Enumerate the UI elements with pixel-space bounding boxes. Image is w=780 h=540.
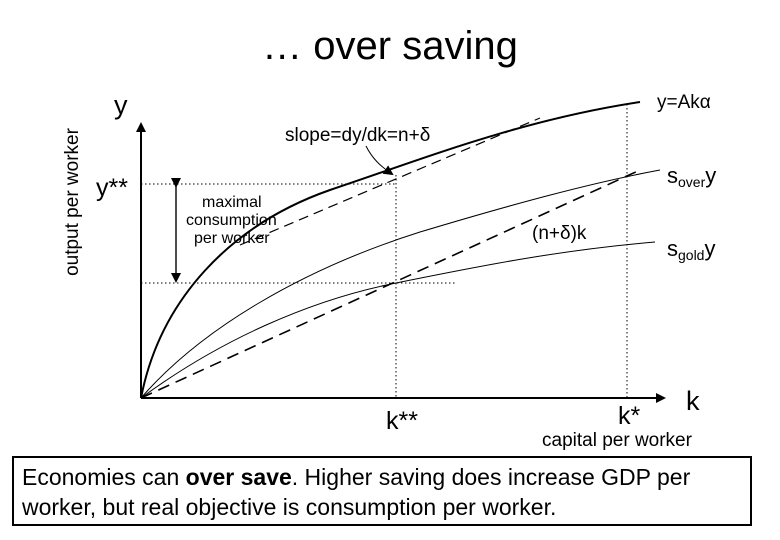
slope-pointer [365, 145, 394, 176]
production-label: y=Akα [657, 92, 711, 113]
caption-box: Economies can over save. Higher saving d… [12, 456, 752, 526]
y-axis-title: output per worker [62, 127, 83, 276]
s-gold-sub: gold [678, 247, 704, 263]
tangent-line [239, 117, 541, 246]
x-axis-label: k [686, 386, 700, 416]
s-over-label: sovery [667, 163, 716, 190]
y-axis-label: y [114, 90, 128, 120]
caption-text-2: . Higher saving does increase GDP per wo… [22, 464, 691, 520]
max-consumption-line-2: consumption [186, 212, 277, 229]
caption-emphasis: over save [185, 464, 292, 490]
s-over-prefix: s [667, 163, 678, 188]
s-gold-curve [140, 241, 656, 399]
s-over-curve [140, 169, 661, 399]
s-gold-suffix: y [704, 236, 715, 261]
max-consumption-line-1: maximal [202, 194, 262, 211]
depreciation-line [140, 169, 641, 399]
x-axis-title: capital per worker [542, 430, 693, 451]
max-consumption-line-3: per worker [194, 230, 270, 247]
slope-label: slope=dy/dk=n+δ [285, 125, 430, 146]
s-over-sub: over [678, 174, 706, 190]
y-star-star-label: y** [96, 174, 128, 202]
s-gold-prefix: s [667, 236, 678, 261]
s-gold-label: sgoldy [667, 236, 715, 263]
caption-text-1: Economies can [22, 464, 186, 490]
s-over-suffix: y [705, 163, 716, 188]
solow-diagram: output per worker y k capital per worker… [62, 90, 716, 451]
slide-title: … over saving [262, 24, 518, 68]
k-star-label: k* [618, 402, 641, 430]
depreciation-label: (n+δ)k [532, 223, 587, 244]
production-curve [140, 101, 641, 399]
k-star-star-label: k** [386, 407, 418, 435]
